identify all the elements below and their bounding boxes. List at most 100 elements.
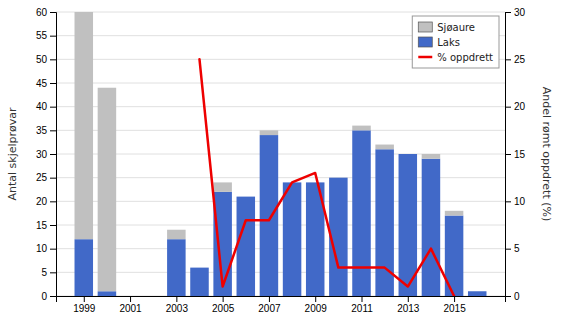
tick-label: 2015 <box>443 303 466 314</box>
tick-mark <box>269 296 270 302</box>
tick: 10 <box>36 243 56 254</box>
tick: 0 <box>505 291 520 302</box>
tick-label: 2013 <box>397 303 420 314</box>
tick-label: 20 <box>36 196 48 207</box>
legend: Sjøaure Laks % oppdrett <box>412 16 499 68</box>
tick: 2015 <box>443 296 466 314</box>
tick: 10 <box>505 196 526 207</box>
tick: 2013 <box>397 296 420 314</box>
tick-mark <box>223 296 224 302</box>
tick-mark <box>454 296 455 302</box>
tick-mark <box>50 249 56 250</box>
x-axis: 1999 2001 2003 2005 2007 2009 2011 2013 2015 <box>57 296 506 314</box>
bar <box>468 291 487 292</box>
tick-mark <box>50 272 56 273</box>
axis-line <box>506 13 512 297</box>
tick-label: 30 <box>36 149 48 160</box>
bar-series <box>75 130 487 296</box>
bar <box>190 267 209 268</box>
tick: 1999 <box>73 296 96 314</box>
tick-mark <box>50 36 56 37</box>
tick-label: 2011 <box>351 303 373 314</box>
bar-series <box>75 12 464 291</box>
bar <box>468 291 487 296</box>
tick: 40 <box>36 101 56 112</box>
tick-mark <box>50 12 56 13</box>
tick-label: 15 <box>36 220 48 231</box>
tick-label: 20 <box>514 101 526 112</box>
legend-label: % oppdrett <box>437 52 493 63</box>
bar <box>237 196 256 197</box>
tick: 25 <box>505 54 526 65</box>
tick-mark <box>505 154 511 155</box>
tick-label: 10 <box>514 196 526 207</box>
tick-mark <box>50 296 56 297</box>
tick: 50 <box>36 54 56 65</box>
legend-swatch <box>418 22 432 32</box>
bar <box>98 88 117 292</box>
tick-mark <box>362 296 363 302</box>
plot: 1999200120032005200720092011201320150510… <box>6 7 553 314</box>
chart: 1999200120032005200720092011201320150510… <box>0 0 561 322</box>
tick: 2001 <box>119 296 142 314</box>
bar <box>98 291 117 296</box>
tick: 30 <box>36 149 56 160</box>
tick-label: 50 <box>36 54 48 65</box>
tick: 2007 <box>258 296 281 314</box>
grid-line <box>56 83 505 84</box>
tick-mark <box>505 107 511 108</box>
tick-label: 2009 <box>305 303 328 314</box>
tick: 2005 <box>212 296 235 314</box>
tick-label: 1999 <box>73 303 96 314</box>
tick-label: 35 <box>36 125 48 136</box>
tick-label: 5 <box>41 267 47 278</box>
grid-line <box>56 106 505 107</box>
tick-label: 25 <box>514 54 526 65</box>
tick-label: 0 <box>514 291 520 302</box>
tick-mark <box>50 225 56 226</box>
tick: 25 <box>36 172 56 183</box>
tick-label: 2007 <box>258 303 281 314</box>
grid-line <box>56 130 505 131</box>
legend-frame <box>412 16 499 68</box>
tick: 15 <box>505 149 526 160</box>
tick-mark <box>505 12 511 13</box>
tick: 35 <box>36 125 56 136</box>
line <box>199 59 454 296</box>
legend-label: Laks <box>437 37 460 48</box>
tick: 55 <box>36 30 56 41</box>
axis-line <box>57 297 506 303</box>
legend-label: Sjøaure <box>437 22 475 33</box>
tick: 2003 <box>166 296 189 314</box>
bar <box>399 154 418 155</box>
tick-mark <box>505 249 511 250</box>
legend-swatch <box>418 56 432 59</box>
bar <box>190 268 209 296</box>
tick: 5 <box>41 267 56 278</box>
bar <box>260 130 279 135</box>
tick: 20 <box>36 196 56 207</box>
tick-label: 2005 <box>212 303 235 314</box>
bar <box>352 130 371 296</box>
tick-label: 55 <box>36 30 48 41</box>
bar <box>167 239 186 296</box>
tick-mark <box>505 201 511 202</box>
bar <box>375 145 394 150</box>
tick-mark <box>50 130 56 131</box>
tick-label: 2001 <box>119 303 142 314</box>
tick-label: 25 <box>36 172 48 183</box>
tick-label: 60 <box>36 7 48 18</box>
bar <box>237 197 256 296</box>
tick-mark <box>130 296 131 302</box>
bar <box>422 154 441 159</box>
y2-axis-title: Andel rømt oppdrett (%) <box>540 87 553 221</box>
tick-mark <box>505 59 511 60</box>
tick-mark <box>50 59 56 60</box>
tick-label: 10 <box>36 243 48 254</box>
bar <box>445 211 464 216</box>
bar <box>283 182 302 296</box>
tick: 5 <box>505 243 520 254</box>
bar <box>306 182 325 183</box>
tick-mark <box>50 107 56 108</box>
tick-mark <box>315 296 316 302</box>
